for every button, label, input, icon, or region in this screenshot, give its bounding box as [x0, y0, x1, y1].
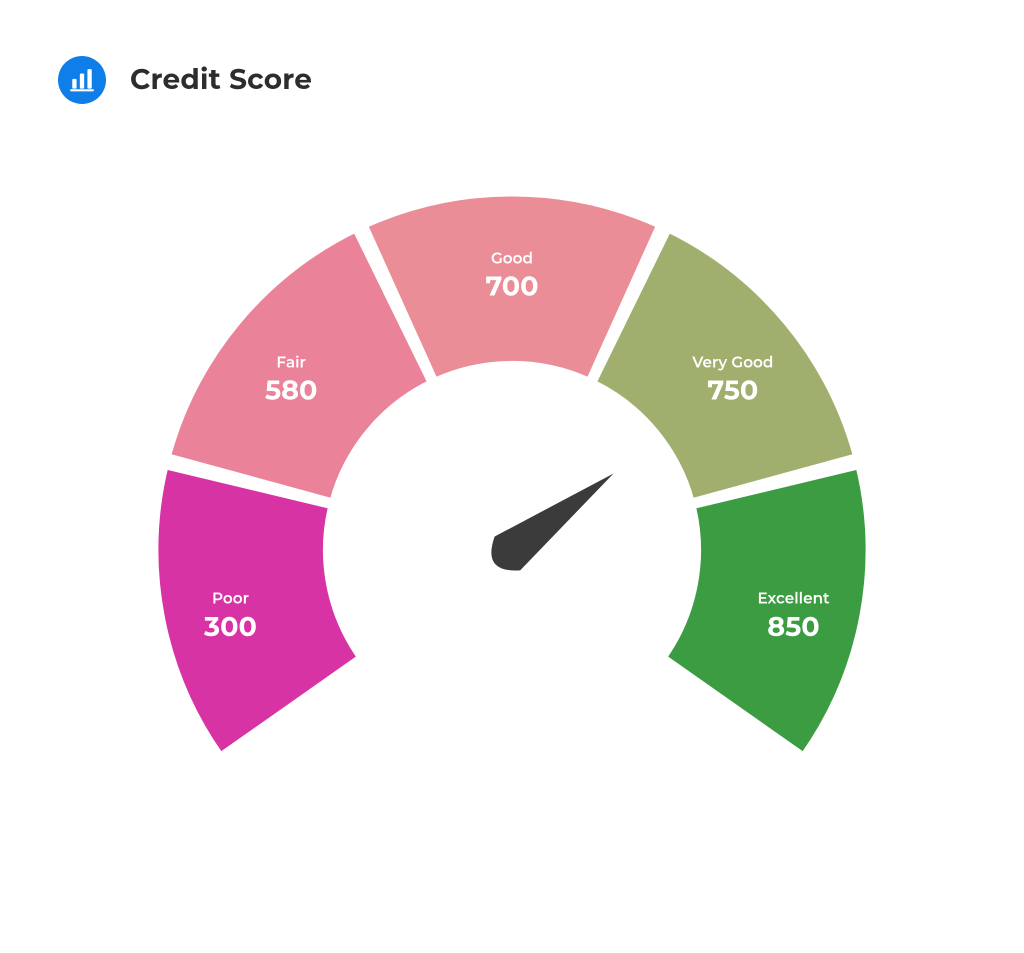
card-title: Credit Score	[130, 63, 312, 97]
segment-label: Fair	[276, 352, 306, 371]
gauge-svg: Poor 300 Fair 580 Good 700 Very Good 750 Excelle…	[52, 160, 972, 940]
segment-value: 580	[265, 374, 317, 407]
gauge-segment-poor	[156, 467, 359, 755]
segment-label: Good	[491, 248, 533, 267]
card-header: Credit Score	[58, 56, 312, 104]
credit-score-card: Credit Score Poor 300 Fair 580 Good 700 Very G…	[0, 0, 1024, 953]
gauge-needle	[491, 473, 613, 570]
segment-value: 750	[707, 374, 758, 407]
segment-label: Poor	[212, 589, 249, 608]
segment-value: 850	[767, 610, 819, 643]
segment-value: 300	[203, 610, 257, 643]
segment-label: Excellent	[757, 589, 830, 608]
gauge-segment-excellent	[665, 467, 868, 755]
segment-label: Very Good	[691, 352, 773, 371]
segment-value: 700	[485, 270, 538, 303]
gauge-chart: Poor 300 Fair 580 Good 700 Very Good 750 Excelle…	[0, 160, 1024, 940]
bar-chart-icon	[58, 56, 106, 104]
